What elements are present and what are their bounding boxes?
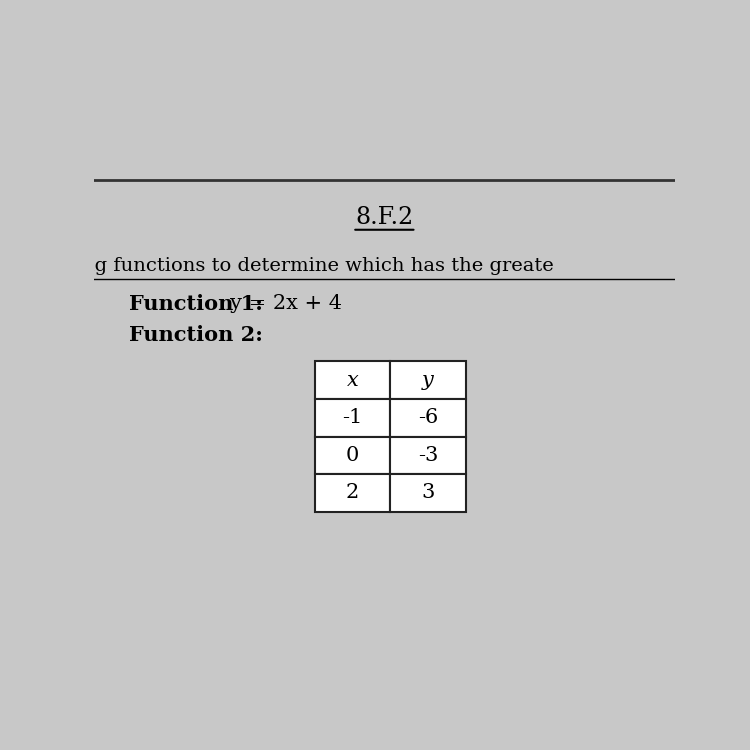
Text: 8.F.2: 8.F.2: [356, 206, 413, 229]
Text: y: y: [422, 370, 433, 390]
Text: y = 2x + 4: y = 2x + 4: [230, 294, 342, 314]
Bar: [390, 474, 466, 512]
Text: x: x: [346, 370, 358, 390]
Bar: [315, 399, 390, 436]
Text: -1: -1: [342, 408, 362, 428]
Text: ng functions to determine which has the greate: ng functions to determine which has the …: [82, 257, 554, 275]
Text: -6: -6: [418, 408, 438, 428]
Text: Function 1:: Function 1:: [129, 294, 262, 314]
Bar: [390, 399, 466, 436]
Bar: [390, 436, 466, 474]
Text: 0: 0: [346, 446, 359, 465]
Text: 3: 3: [422, 483, 435, 502]
Bar: [315, 436, 390, 474]
Bar: [315, 474, 390, 512]
Bar: [390, 362, 466, 399]
Text: 2: 2: [346, 483, 359, 502]
Text: Function 2:: Function 2:: [129, 326, 262, 346]
Text: -3: -3: [418, 446, 438, 465]
Bar: [315, 362, 390, 399]
